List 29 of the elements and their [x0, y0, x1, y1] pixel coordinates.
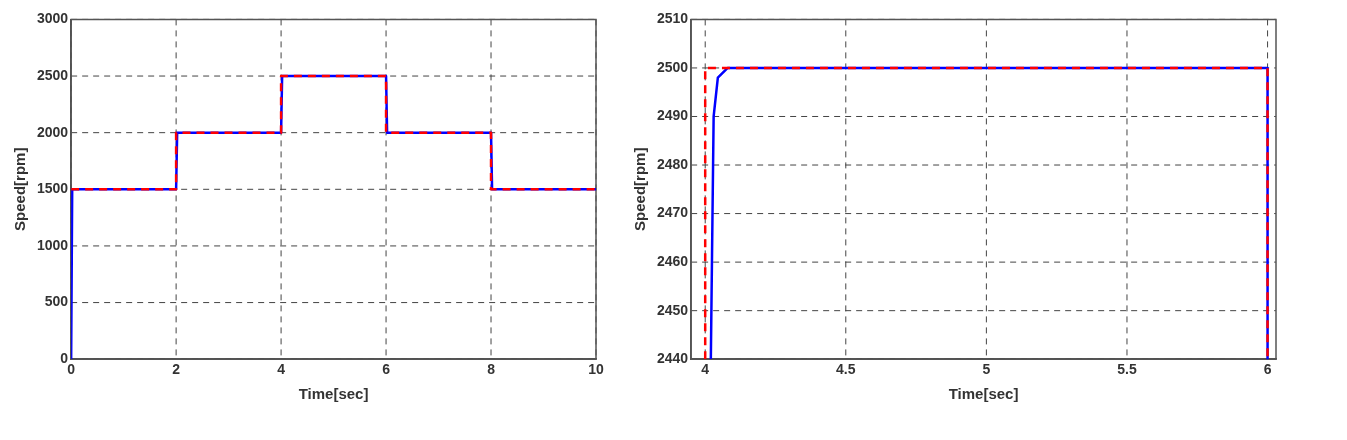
y-tick-label: 1000 — [36, 236, 69, 253]
y-tick-label: 2480 — [656, 155, 689, 172]
x-tick-label: 6 — [1263, 361, 1272, 378]
y-axis-title: Speed[rpm] — [11, 147, 29, 231]
y-tick-label: 3000 — [36, 10, 69, 27]
x-tick-label: 8 — [487, 361, 496, 378]
x-tick-label: 5 — [982, 361, 991, 378]
y-tick-label: 2500 — [656, 58, 689, 75]
x-tick-label: 4.5 — [836, 361, 856, 378]
x-tick-label: 4 — [277, 361, 286, 378]
y-tick-label: 2460 — [656, 252, 689, 269]
y-tick-label: 2490 — [656, 107, 689, 124]
x-tick-label: 2 — [172, 361, 181, 378]
y-axis-title: Speed[rpm] — [631, 147, 649, 231]
x-tick-label: 6 — [382, 361, 391, 378]
y-tick-label: 2000 — [36, 123, 69, 140]
y-tick-label: 2450 — [656, 301, 689, 318]
y-tick-label: 2470 — [656, 204, 689, 221]
y-tick-label: 2510 — [656, 10, 689, 27]
y-tick-label: 0 — [60, 350, 69, 367]
y-tick-label: 500 — [44, 293, 69, 310]
x-tick-label: 10 — [588, 361, 604, 378]
x-axis-title: Time[sec] — [948, 385, 1019, 403]
y-tick-label: 2500 — [36, 66, 69, 83]
y-tick-label: 2440 — [656, 350, 689, 367]
x-tick-label: 5.5 — [1117, 361, 1137, 378]
y-tick-label: 1500 — [36, 180, 69, 197]
x-tick-label: 4 — [701, 361, 710, 378]
x-axis-title: Time[sec] — [298, 385, 369, 403]
